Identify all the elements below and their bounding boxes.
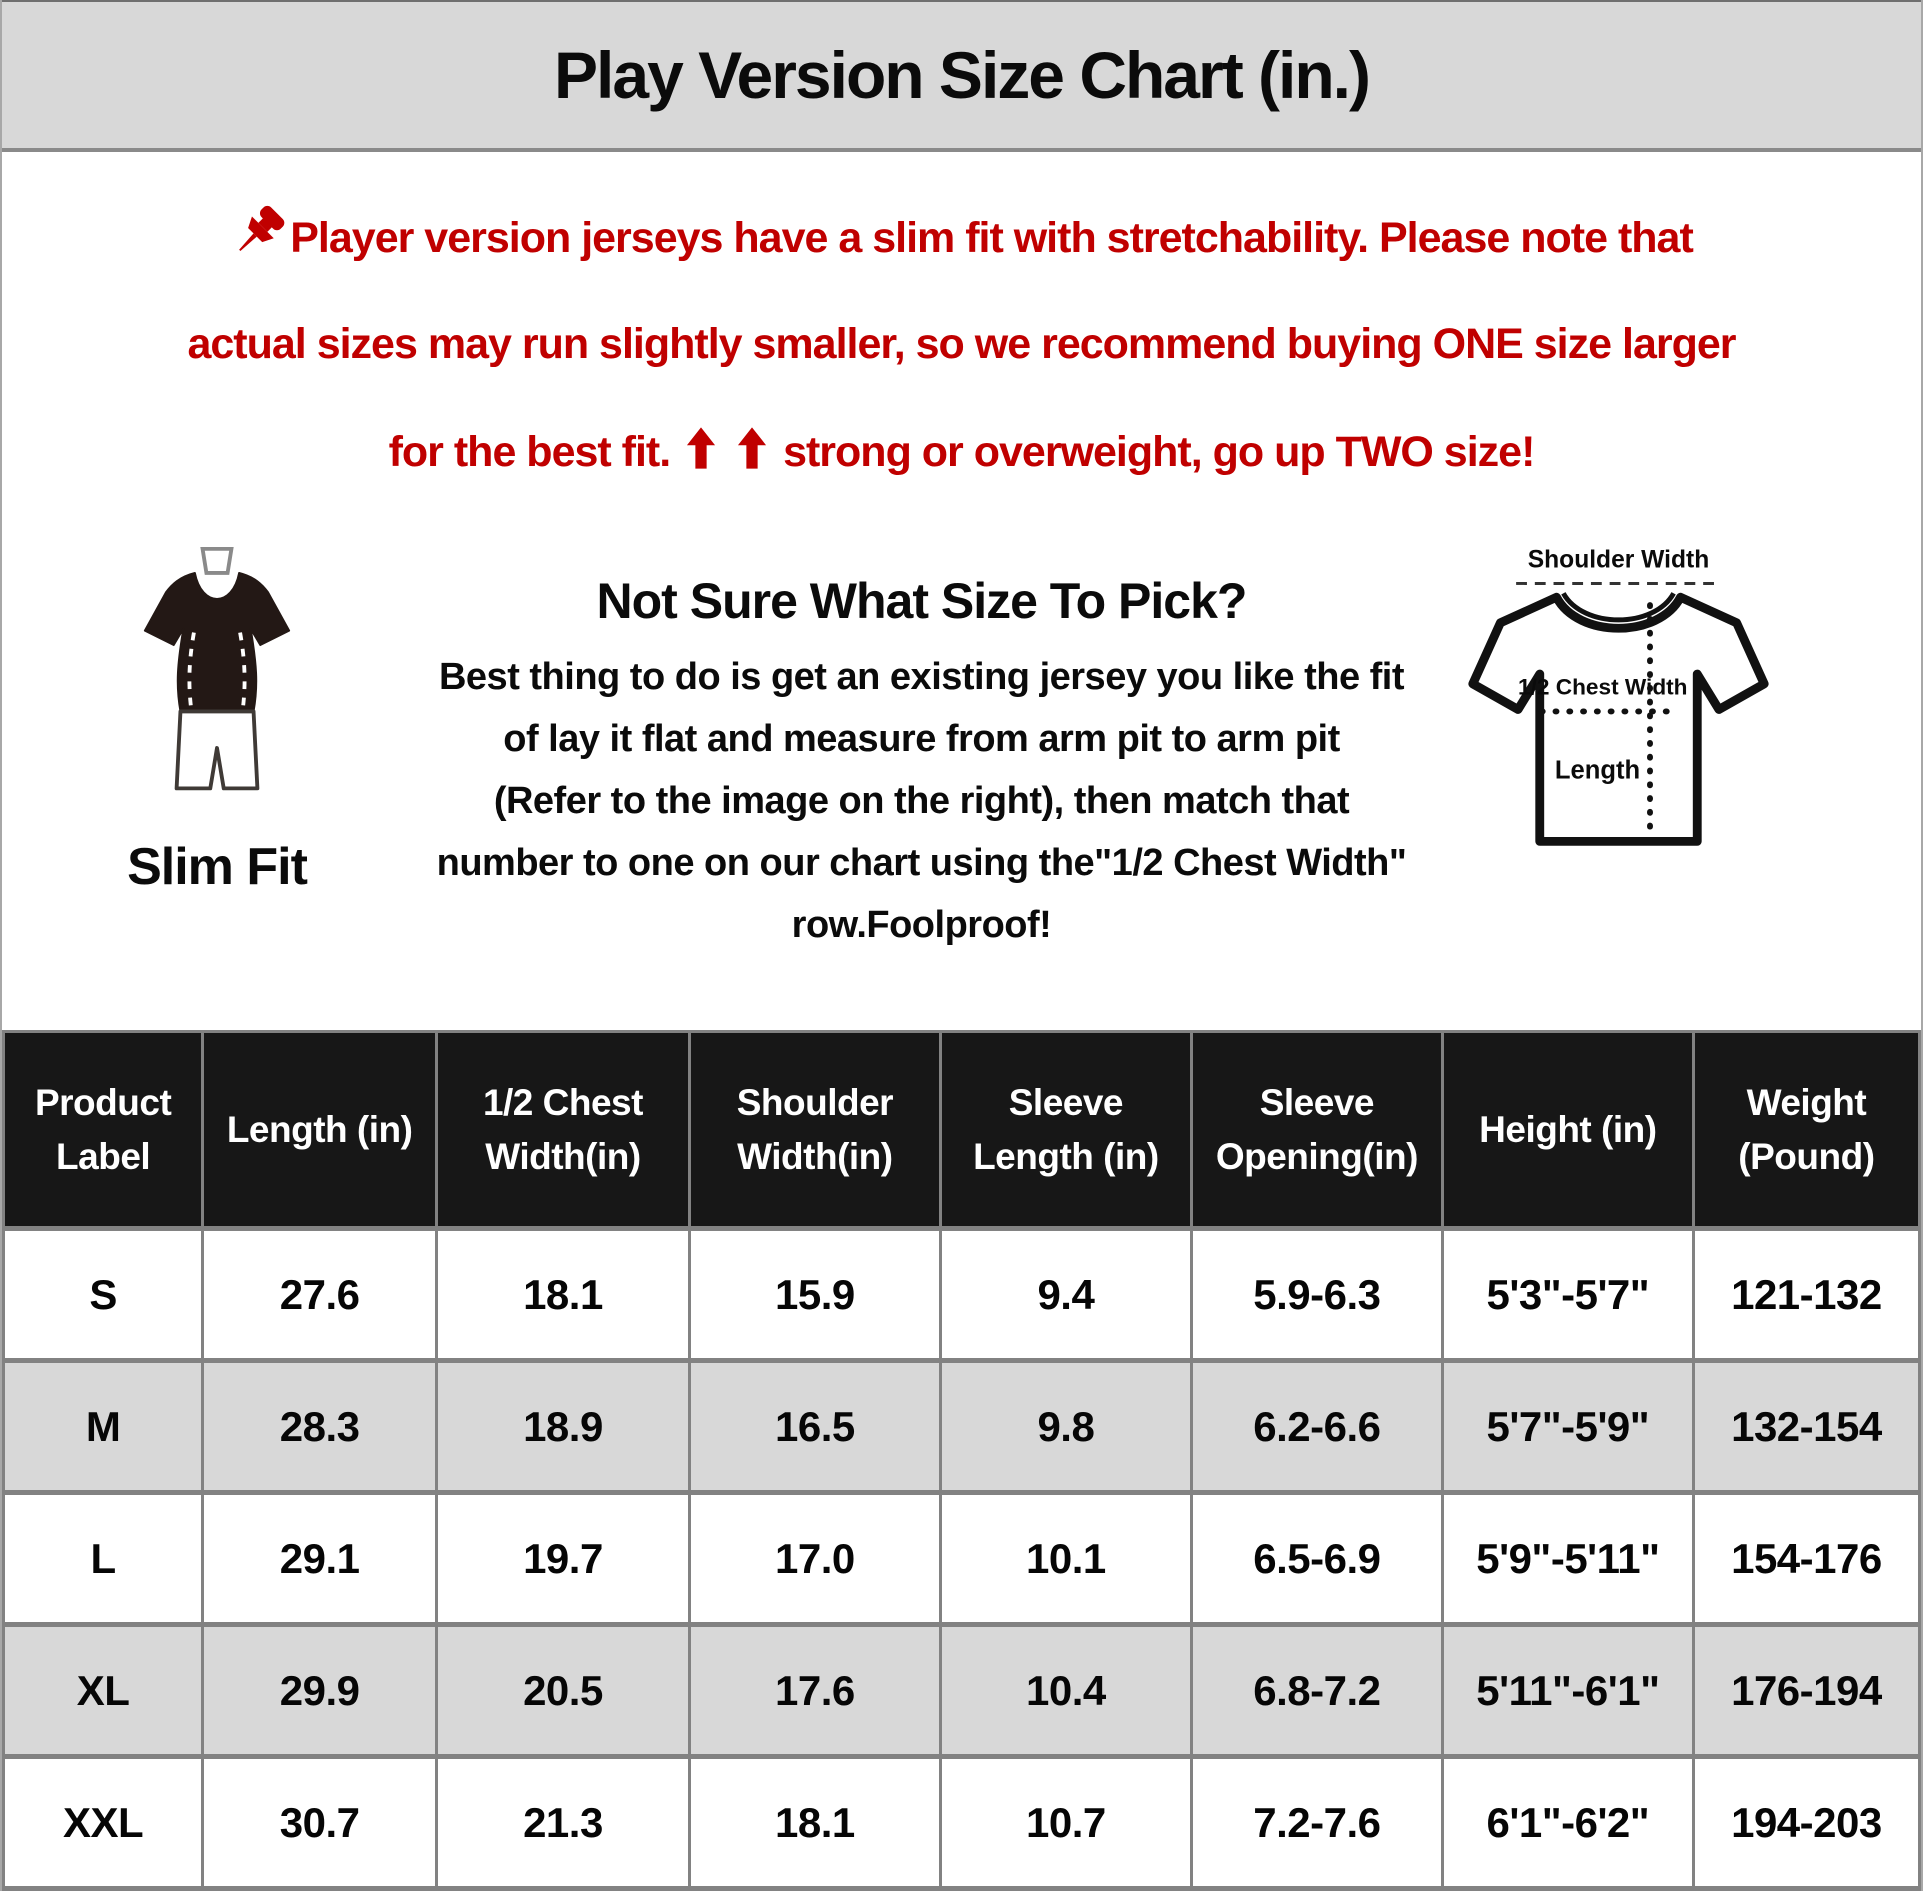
guide-line: Best thing to do is get an existing jers… [438,655,1405,698]
title-bar: Play Version Size Chart (in.) [2,0,1921,152]
measurement-cell: 28.3 [201,1358,438,1495]
measurement-cell: 15.9 [687,1226,942,1363]
measurement-cell: 9.8 [938,1358,1193,1495]
measurement-cell: 5'3"-5'7" [1440,1226,1695,1363]
shoulder-width-label: Shoulder Width [1528,546,1709,573]
measurement-cell: 5.9-6.3 [1189,1226,1444,1363]
size-table: Product Label Length (in) 1/2 Chest Width(… [1,1030,1922,1891]
measurement-cell: 5'7"-5'9" [1440,1358,1695,1495]
measurement-diagram: Shoulder Width 1/2 Chest Width Length [1461,534,1871,877]
slim-fit-label: Slim Fit [127,837,308,896]
note-line-3-suffix: strong or overweight, go up TWO size! [783,427,1535,476]
half-chest-width-label: 1/2 Chest Width [1518,674,1688,699]
up-arrow-icon [738,427,767,469]
guide-line: number to one on our chart using the"1/2… [436,841,1407,884]
measurement-cell: 20.5 [435,1622,691,1759]
measurement-cell: 10.7 [938,1754,1193,1891]
size-table-body: S 27.6 18.1 15.9 9.4 5.9-6.3 5'3"-5'7" 121-132 M… [1,1226,1922,1891]
middle-section: Slim Fit Not Sure What Size To Pick? Bes… [2,534,1921,1030]
measurement-cell: 176-194 [1691,1622,1922,1759]
measurement-cell: 30.7 [201,1754,438,1891]
note-line-3: for the best fit. strong or overweight, … [2,426,1921,478]
table-row: S 27.6 18.1 15.9 9.4 5.9-6.3 5'3"-5'7" 121-132 [1,1226,1922,1363]
measurement-cell: 5'11"-6'1" [1440,1622,1695,1759]
table-row: L 29.1 19.7 17.0 10.1 6.5-6.9 5'9"-5'11" 154-17… [1,1490,1922,1627]
size-label-cell: XXL [1,1754,205,1891]
measurement-cell: 194-203 [1691,1754,1922,1891]
up-arrow-icon [687,427,716,469]
size-label-cell: S [1,1226,205,1363]
measurement-cell: 17.0 [687,1490,942,1627]
measurement-cell: 154-176 [1691,1490,1922,1627]
size-label-cell: M [1,1358,205,1495]
measurement-cell: 10.4 [938,1622,1193,1759]
measurement-cell: 9.4 [938,1226,1193,1363]
column-header: Product Label [1,1030,205,1230]
measurement-cell: 6.8-7.2 [1189,1622,1444,1759]
measurement-cell: 18.1 [687,1754,942,1891]
tshirt-measurement-icon: Shoulder Width 1/2 Chest Width Length [1468,546,1769,846]
measurement-cell: 16.5 [687,1358,942,1495]
slim-fit-figure-icon [143,546,291,790]
column-header: Sleeve Length (in) [938,1030,1193,1230]
table-row: M 28.3 18.9 16.5 9.8 6.2-6.6 5'7"-5'9" 132-154 [1,1358,1922,1495]
measurement-cell: 6.2-6.6 [1189,1358,1444,1495]
measurement-cell: 18.9 [435,1358,691,1495]
column-header: Shoulder Width(in) [687,1030,942,1230]
pushpin-icon [239,205,285,252]
note-line-3-prefix: for the best fit. [388,427,672,476]
note-line-1-text: Player version jerseys have a slim fit w… [290,214,1694,262]
measurement-cell: 5'9"-5'11" [1440,1490,1695,1627]
slim-fit-block: Slim Fit [52,534,382,897]
size-table-header-row: Product Label Length (in) 1/2 Chest Width(… [1,1030,1922,1230]
guide-heading: Not Sure What Size To Pick? [596,572,1248,629]
size-label-cell: L [1,1490,205,1627]
column-header: Height (in) [1440,1030,1695,1230]
note-line-2: actual sizes may run slightly smaller, s… [187,319,1736,368]
measurement-cell: 29.9 [201,1622,438,1759]
note-line-1: Player version jerseys have a slim fit w… [2,204,1921,264]
guide-line: row.Foolproof! [791,903,1052,946]
column-header: Sleeve Opening(in) [1189,1030,1444,1230]
measurement-cell: 10.1 [938,1490,1193,1627]
page-title: Play Version Size Chart (in.) [554,38,1371,112]
measurement-cell: 27.6 [201,1226,438,1363]
column-header: Length (in) [201,1030,438,1230]
size-guide: Not Sure What Size To Pick? Best thing t… [382,534,1461,956]
column-header: Weight (Pound) [1691,1030,1922,1230]
guide-line: of lay it flat and measure from arm pit … [503,717,1340,760]
measurement-cell: 17.6 [687,1622,942,1759]
measurement-cell: 18.1 [435,1226,691,1363]
measurement-cell: 29.1 [201,1490,438,1627]
fit-note: Player version jerseys have a slim fit w… [2,204,1921,534]
table-row: XXL 30.7 21.3 18.1 10.7 7.2-7.6 6'1"-6'2" 194-2… [1,1754,1922,1891]
measurement-cell: 6'1"-6'2" [1440,1754,1695,1891]
measurement-cell: 21.3 [435,1754,691,1891]
table-row: XL 29.9 20.5 17.6 10.4 6.8-7.2 5'11"-6'1" 176-1… [1,1622,1922,1759]
guide-line: (Refer to the image on the right), then … [493,779,1350,822]
measurement-cell: 7.2-7.6 [1189,1754,1444,1891]
measurement-cell: 132-154 [1691,1358,1922,1495]
measurement-cell: 121-132 [1691,1226,1922,1363]
column-header: 1/2 Chest Width(in) [435,1030,691,1230]
measurement-cell: 6.5-6.9 [1189,1490,1444,1627]
length-label: Length [1555,756,1640,784]
size-label-cell: XL [1,1622,205,1759]
measurement-cell: 19.7 [435,1490,691,1627]
